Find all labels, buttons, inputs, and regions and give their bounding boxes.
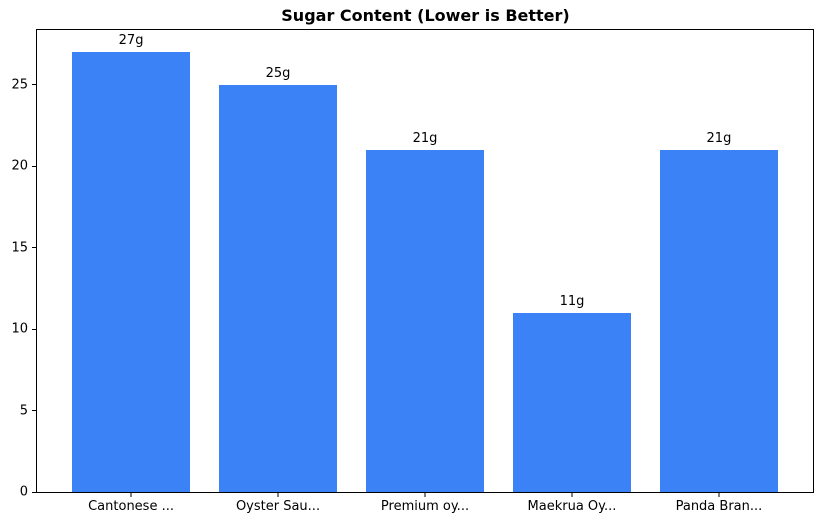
y-tick-label: 5 [19,403,28,419]
y-tick-mark [32,165,36,167]
y-tick-mark [32,328,36,330]
bar [219,84,337,492]
bar [72,52,190,492]
y-tick-label: 15 [11,240,28,256]
bar [660,149,778,492]
x-tick-label: Maekrua Oy... [527,499,617,514]
bar [366,149,484,492]
bar-value-label: 11g [559,293,585,309]
bar-value-label: 25g [265,65,291,81]
x-tick-label: Cantonese ... [88,499,174,514]
y-tick-mark [32,247,36,249]
bar-value-label: 21g [412,130,438,146]
y-tick-mark [32,410,36,412]
x-tick-label: Panda Bran... [675,499,763,514]
y-tick-mark [32,491,36,493]
x-tick-mark [424,493,426,497]
x-tick-mark [571,493,573,497]
x-tick-label: Premium oy... [380,499,470,514]
y-tick-label: 25 [11,77,28,93]
plot-area: 27g Cantonese ... 25g Oyster Sau... 21g Premi… [11,29,814,513]
x-tick-mark [277,493,279,497]
y-tick-label: 10 [11,321,28,337]
chart-title: Sugar Content (Lower is Better) [281,6,570,25]
bar-value-label: 27g [118,33,144,48]
x-tick-label: Oyster Sau... [235,499,321,514]
y-tick-label: 0 [19,484,28,500]
bar [513,312,631,492]
bar-value-label: 21g [706,130,732,146]
x-tick-mark [718,493,720,497]
x-tick-mark [130,493,132,497]
y-tick-mark [32,84,36,86]
y-tick-label: 20 [11,158,28,174]
